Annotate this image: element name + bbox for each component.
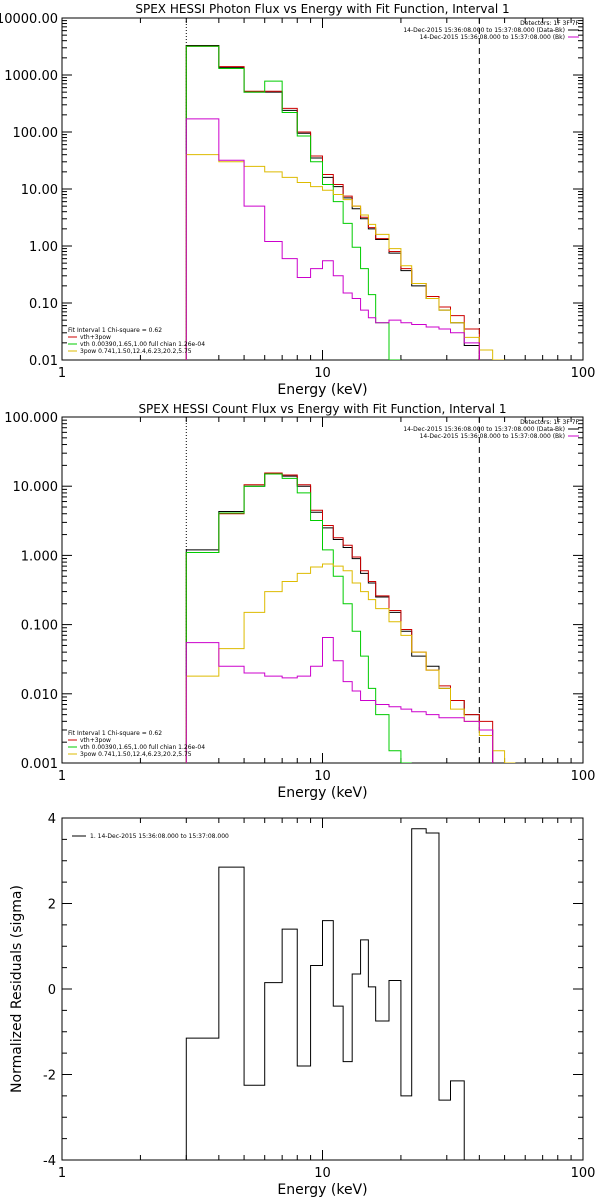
y-tick-label-1: 10.000	[13, 480, 59, 495]
y-tick-label-2: 2	[48, 898, 56, 913]
legend-bottom-label-1-0: Fit Interval 1 Chi-square = 0.62	[68, 730, 162, 737]
x-tick-label-1: 10	[314, 769, 331, 784]
legend-top-label-1-0: 14-Dec-2015 15:36:08.000 to 15:37:08.000…	[403, 426, 565, 433]
legend-bottom-label-1-1: vth+3pow	[80, 737, 111, 744]
series-line-0-0	[185, 44, 480, 360]
series-line-0-3	[185, 154, 505, 360]
series-line-0-4	[185, 118, 480, 360]
x-tick-label-2: 10	[314, 1166, 331, 1181]
legend-top-label-0-0: 14-Dec-2015 15:36:08.000 to 15:37:08.000…	[403, 27, 565, 34]
legend-top-label-1-1: 14-Dec-2015 15:36:08.000 to 15:37:08.000…	[420, 433, 565, 440]
y-axis-label-2: Normalized Residuals (sigma)	[9, 885, 25, 1093]
y-tick-label-2: -4	[43, 1154, 56, 1169]
y-tick-label-2: -2	[43, 1069, 56, 1084]
x-axis-label-0: Energy (keV)	[277, 382, 367, 398]
legend-top-label-0-1: 14-Dec-2015 15:36:08.000 to 15:37:08.000…	[420, 34, 565, 41]
legend-bottom-label-1-2: vth 0.00390,1.65,1.00 full chian 1.26e-0…	[80, 744, 205, 751]
y-tick-label-0: 10000.00	[0, 12, 58, 27]
legend-bottom-label-0-0: Fit Interval 1 Chi-square = 0.62	[68, 327, 162, 334]
series-line-1-0	[185, 473, 494, 763]
series-line-0-1	[185, 45, 480, 360]
y-tick-label-1: 1.000	[21, 549, 58, 564]
y-tick-label-0: 1000.00	[4, 69, 58, 84]
x-tick-label-0: 10	[314, 366, 331, 381]
series-line-1-3	[185, 563, 516, 763]
series-line-1-1	[185, 472, 494, 763]
x-tick-label-0: 100	[571, 366, 596, 381]
plot-frame-1	[61, 416, 584, 764]
detectors-label-0: Detectors: 1F 3F 7F	[520, 20, 579, 27]
x-tick-label-1: 1	[58, 769, 66, 784]
y-tick-label-1: 0.100	[21, 619, 58, 634]
y-tick-label-0: 0.10	[29, 297, 58, 312]
plot-frame-2	[61, 817, 584, 1161]
legend-bottom-label-0-3: 3pow 0.741,1.50,12.4,6.23,20.2,5.75	[80, 348, 192, 355]
y-tick-label-0: 10.00	[21, 183, 58, 198]
y-tick-label-0: 0.01	[29, 354, 58, 369]
legend-bottom-label-0-1: vth+3pow	[80, 334, 111, 341]
x-tick-label-2: 1	[58, 1166, 66, 1181]
legend-bottom-label-1-3: 3pow 0.741,1.50,12.4,6.23,20.2,5.75	[80, 751, 192, 758]
legend-label-2-0: 1. 14-Dec-2015 15:36:08.000 to 15:37:08.…	[90, 833, 229, 840]
chart-title-1: SPEX HESSI Count Flux vs Energy with Fit…	[138, 402, 506, 416]
y-tick-label-1: 0.010	[21, 688, 58, 703]
series-line-1-2	[185, 473, 412, 763]
series-line-1-4	[185, 637, 494, 763]
y-tick-label-1: 0.001	[21, 757, 58, 772]
legend-bottom-label-0-2: vth 0.00390,1.65,1.00 full chian 1.26e-0…	[80, 341, 205, 348]
y-tick-label-2: 4	[48, 812, 56, 827]
series-line-0-2	[185, 45, 401, 360]
series-line-2-0	[185, 828, 465, 1160]
x-axis-label-2: Energy (keV)	[277, 1182, 367, 1198]
chart-title-0: SPEX HESSI Photon Flux vs Energy with Fi…	[135, 2, 509, 16]
x-tick-label-0: 1	[58, 366, 66, 381]
x-tick-label-2: 100	[571, 1166, 596, 1181]
x-axis-label-1: Energy (keV)	[277, 785, 367, 801]
x-tick-label-1: 100	[571, 769, 596, 784]
y-tick-label-2: 0	[48, 983, 56, 998]
detectors-label-1: Detectors: 1F 3F 7F	[520, 419, 579, 426]
y-tick-label-0: 100.00	[13, 126, 59, 141]
y-tick-label-0: 1.00	[29, 240, 58, 255]
y-tick-label-1: 100.000	[4, 411, 58, 426]
